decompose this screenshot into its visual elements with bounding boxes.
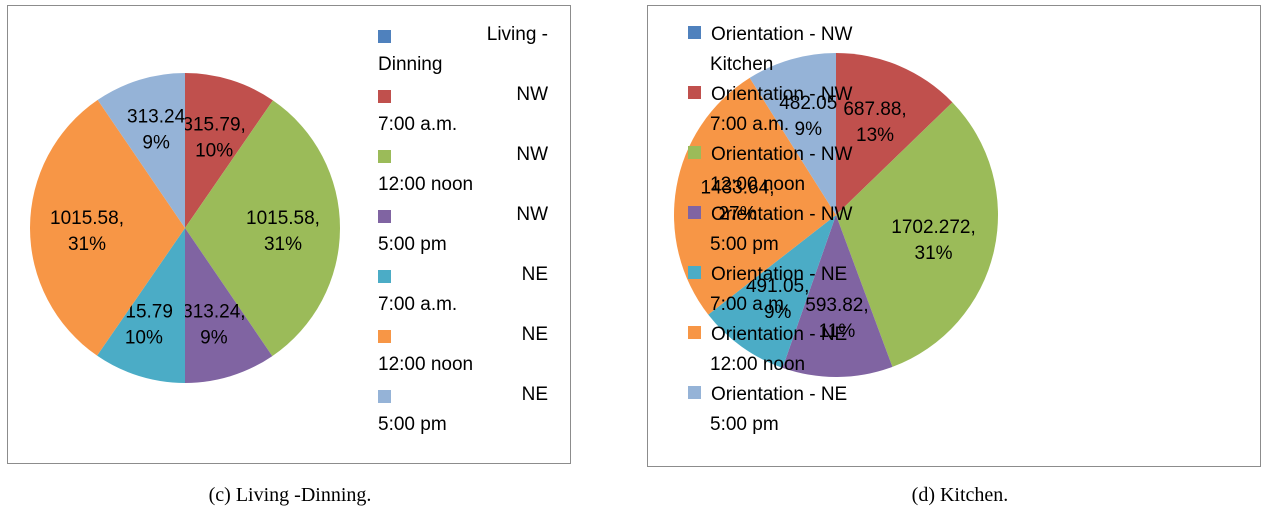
legend-sublabel: 12:00 noon	[710, 174, 806, 195]
pie-slice	[97, 73, 185, 228]
legend-sublabel: 7:00 a.m.	[710, 114, 790, 135]
legend-label: Living -	[486, 24, 548, 45]
legend-entry: Orientation - NW Kitchen	[688, 20, 938, 80]
legend-entry: Orientation - NE 5:00 pm	[688, 380, 938, 440]
slice-percent-label: 9%	[795, 119, 823, 140]
legend-swatch	[688, 146, 701, 160]
legend-entry: Orientation - NW 12:00 noon	[688, 140, 938, 200]
legend-entry: NE 7:00 a.m.	[378, 260, 548, 320]
slice-percent-label: 11%	[819, 321, 856, 342]
slice-percent-label: 9%	[764, 302, 792, 323]
legend-swatch	[378, 270, 391, 283]
legend-label: Orientation - NE	[711, 264, 848, 285]
legend-label: NW	[516, 144, 548, 165]
legend-label: NW	[516, 204, 548, 225]
legend-label: NE	[521, 324, 548, 345]
pie-slice	[185, 73, 273, 228]
legend-living-dinning: Living - Dinning NW 7:00 a.m. NW 12:00 noon NW…	[378, 20, 548, 440]
slice-value-label: 1015.58,	[246, 208, 320, 229]
slice-percent-label: 10%	[125, 328, 163, 349]
slice-value-label: 315.79,	[182, 114, 245, 135]
slice-percent-label: 31%	[915, 243, 953, 264]
legend-label: Orientation - NW	[711, 204, 853, 225]
legend-sublabel: 5:00 pm	[378, 414, 447, 435]
legend-swatch	[378, 210, 391, 223]
legend-entry: Living - Dinning	[378, 20, 548, 80]
slice-percent-label: 31%	[264, 234, 302, 255]
pie-slice	[749, 53, 836, 215]
legend-kitchen: Orientation - NW Kitchen Orientation - NW 7…	[688, 20, 938, 440]
slice-percent-label: 27%	[718, 204, 756, 225]
pie-slice	[708, 215, 836, 368]
slice-value-label: 313.24	[127, 106, 186, 127]
legend-entry: NE 12:00 noon	[378, 320, 548, 380]
legend-label: NE	[521, 384, 548, 405]
legend-label: NW	[516, 84, 548, 105]
legend-sublabel: 5:00 pm	[710, 234, 779, 255]
slice-value-label: 313.24,	[182, 302, 245, 323]
slice-percent-label: 10%	[195, 140, 233, 161]
legend-sublabel: 5:00 pm	[710, 414, 779, 435]
legend-sublabel: 12:00 noon	[710, 354, 806, 375]
legend-sublabel: 7:00 a.m.	[378, 114, 458, 135]
pie-slice	[782, 215, 893, 377]
legend-sublabel: 12:00 noon	[378, 174, 474, 195]
legend-entry: Orientation - NE 12:00 noon	[688, 320, 938, 380]
slice-value-label: 593.82,	[805, 295, 868, 316]
legend-swatch	[688, 26, 701, 40]
legend-swatch	[378, 30, 391, 43]
legend-entry: Orientation - NW 5:00 pm	[688, 200, 938, 260]
slice-percent-label: 13%	[856, 125, 894, 146]
legend-label: NE	[521, 264, 548, 285]
pie-slice	[674, 77, 836, 315]
slice-percent-label: 9%	[142, 132, 170, 153]
legend-label: Orientation - NW	[711, 84, 853, 105]
slice-percent-label: 9%	[200, 328, 228, 349]
legend-swatch	[378, 90, 391, 103]
legend-label: Orientation - NE	[711, 384, 848, 405]
legend-swatch	[688, 386, 701, 400]
pie-slice	[97, 228, 185, 383]
legend-sublabel: 5:00 pm	[378, 234, 447, 255]
slice-value-label: 1433.64,	[701, 178, 775, 199]
slice-percent-label: 31%	[68, 234, 106, 255]
legend-sublabel: 12:00 noon	[378, 354, 474, 375]
legend-entry: NW 12:00 noon	[378, 140, 548, 200]
legend-sublabel: 7:00 a.m.	[710, 294, 790, 315]
pie-slice	[185, 228, 273, 383]
legend-swatch	[378, 150, 391, 163]
legend-swatch	[688, 266, 701, 280]
legend-entry: Orientation - NE 7:00 a.m.	[688, 260, 938, 320]
legend-sublabel: 7:00 a.m.	[378, 294, 458, 315]
caption-living-dinning: (c) Living -Dinning.	[208, 484, 372, 506]
legend-label: Orientation - NW	[711, 144, 853, 165]
pie-slice	[836, 53, 953, 215]
slice-value-label: 1015.58,	[50, 208, 124, 229]
slice-value-label: 491.05,	[746, 276, 809, 297]
legend-swatch	[378, 330, 391, 343]
caption-kitchen: (d) Kitchen.	[911, 484, 1009, 506]
legend-swatch	[688, 206, 701, 220]
legend-entry: NW 5:00 pm	[378, 200, 548, 260]
legend-swatch	[378, 390, 391, 403]
slice-value-label: 1702.272,	[891, 217, 976, 238]
slice-value-label: 687.88,	[843, 99, 906, 120]
legend-sublabel: Kitchen	[710, 54, 774, 75]
legend-entry: Orientation - NW 7:00 a.m.	[688, 80, 938, 140]
slice-value-label: 482.05	[779, 93, 837, 114]
legend-sublabel: Dinning	[378, 54, 443, 75]
pie-slice	[836, 102, 999, 367]
legend-label: Orientation - NE	[711, 324, 848, 345]
legend-label: Orientation - NW	[711, 24, 853, 45]
pie-slice	[185, 100, 340, 357]
legend-swatch	[688, 86, 701, 100]
legend-swatch	[688, 326, 701, 340]
legend-entry: NE 5:00 pm	[378, 380, 548, 440]
pie-slice	[29, 99, 186, 356]
legend-entry: NW 7:00 a.m.	[378, 80, 548, 140]
